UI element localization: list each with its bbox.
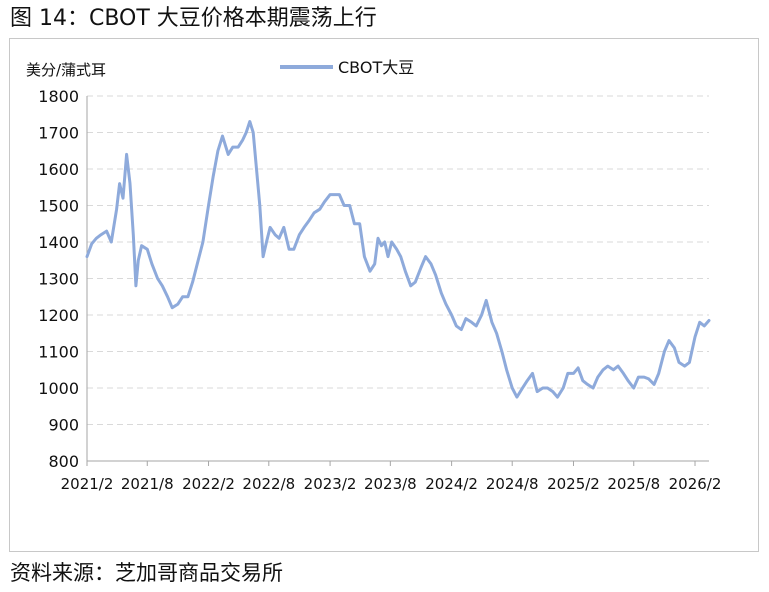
y-tick-label: 1400 bbox=[38, 233, 79, 252]
y-tick-label: 1500 bbox=[38, 197, 79, 216]
x-tick-label: 2022/2 bbox=[182, 475, 235, 493]
x-tick-label: 2021/2 bbox=[61, 475, 114, 493]
x-tick-label: 2024/2 bbox=[425, 475, 478, 493]
x-tick-label: 2026/2 bbox=[669, 475, 722, 493]
y-tick-labels: 800 900 1000 1100 1200 1300 1400 1500 1600 1700 18… bbox=[38, 87, 79, 471]
figure-title: 图 14：CBOT 大豆价格本期震荡上行 bbox=[10, 6, 377, 31]
gridlines bbox=[87, 95, 709, 425]
y-tick-label: 800 bbox=[48, 452, 79, 471]
y-axis-label: 美分/蒲式耳 bbox=[26, 61, 106, 79]
y-tick-label: 1800 bbox=[38, 87, 79, 106]
x-tick-label: 2025/8 bbox=[607, 475, 660, 493]
y-tick-label: 1700 bbox=[38, 124, 79, 143]
x-tick-label: 2025/2 bbox=[547, 475, 600, 493]
chart-frame bbox=[9, 38, 759, 552]
y-tick-label: 1300 bbox=[38, 270, 79, 289]
x-axis: 2021/2 2021/8 2022/2 2022/8 2023/2 2023/8 2024… bbox=[61, 96, 722, 493]
y-tick-label: 900 bbox=[48, 416, 79, 435]
y-tick-label: 1000 bbox=[38, 379, 79, 398]
x-tick-label: 2023/2 bbox=[304, 475, 357, 493]
y-tick-label: 1600 bbox=[38, 160, 79, 179]
source-note: 资料来源：芝加哥商品交易所 bbox=[10, 561, 283, 585]
series-line-cbot-soybean bbox=[85, 120, 711, 399]
x-tick-label: 2021/8 bbox=[121, 475, 174, 493]
x-tick-label: 2023/8 bbox=[364, 475, 417, 493]
y-tick-label: 1200 bbox=[38, 306, 79, 325]
y-tick-label: 1100 bbox=[38, 343, 79, 362]
legend-label: CBOT大豆 bbox=[338, 58, 414, 77]
legend: CBOT大豆 bbox=[280, 58, 414, 77]
x-tick-label: 2024/8 bbox=[486, 475, 539, 493]
x-tick-label: 2022/8 bbox=[242, 475, 295, 493]
